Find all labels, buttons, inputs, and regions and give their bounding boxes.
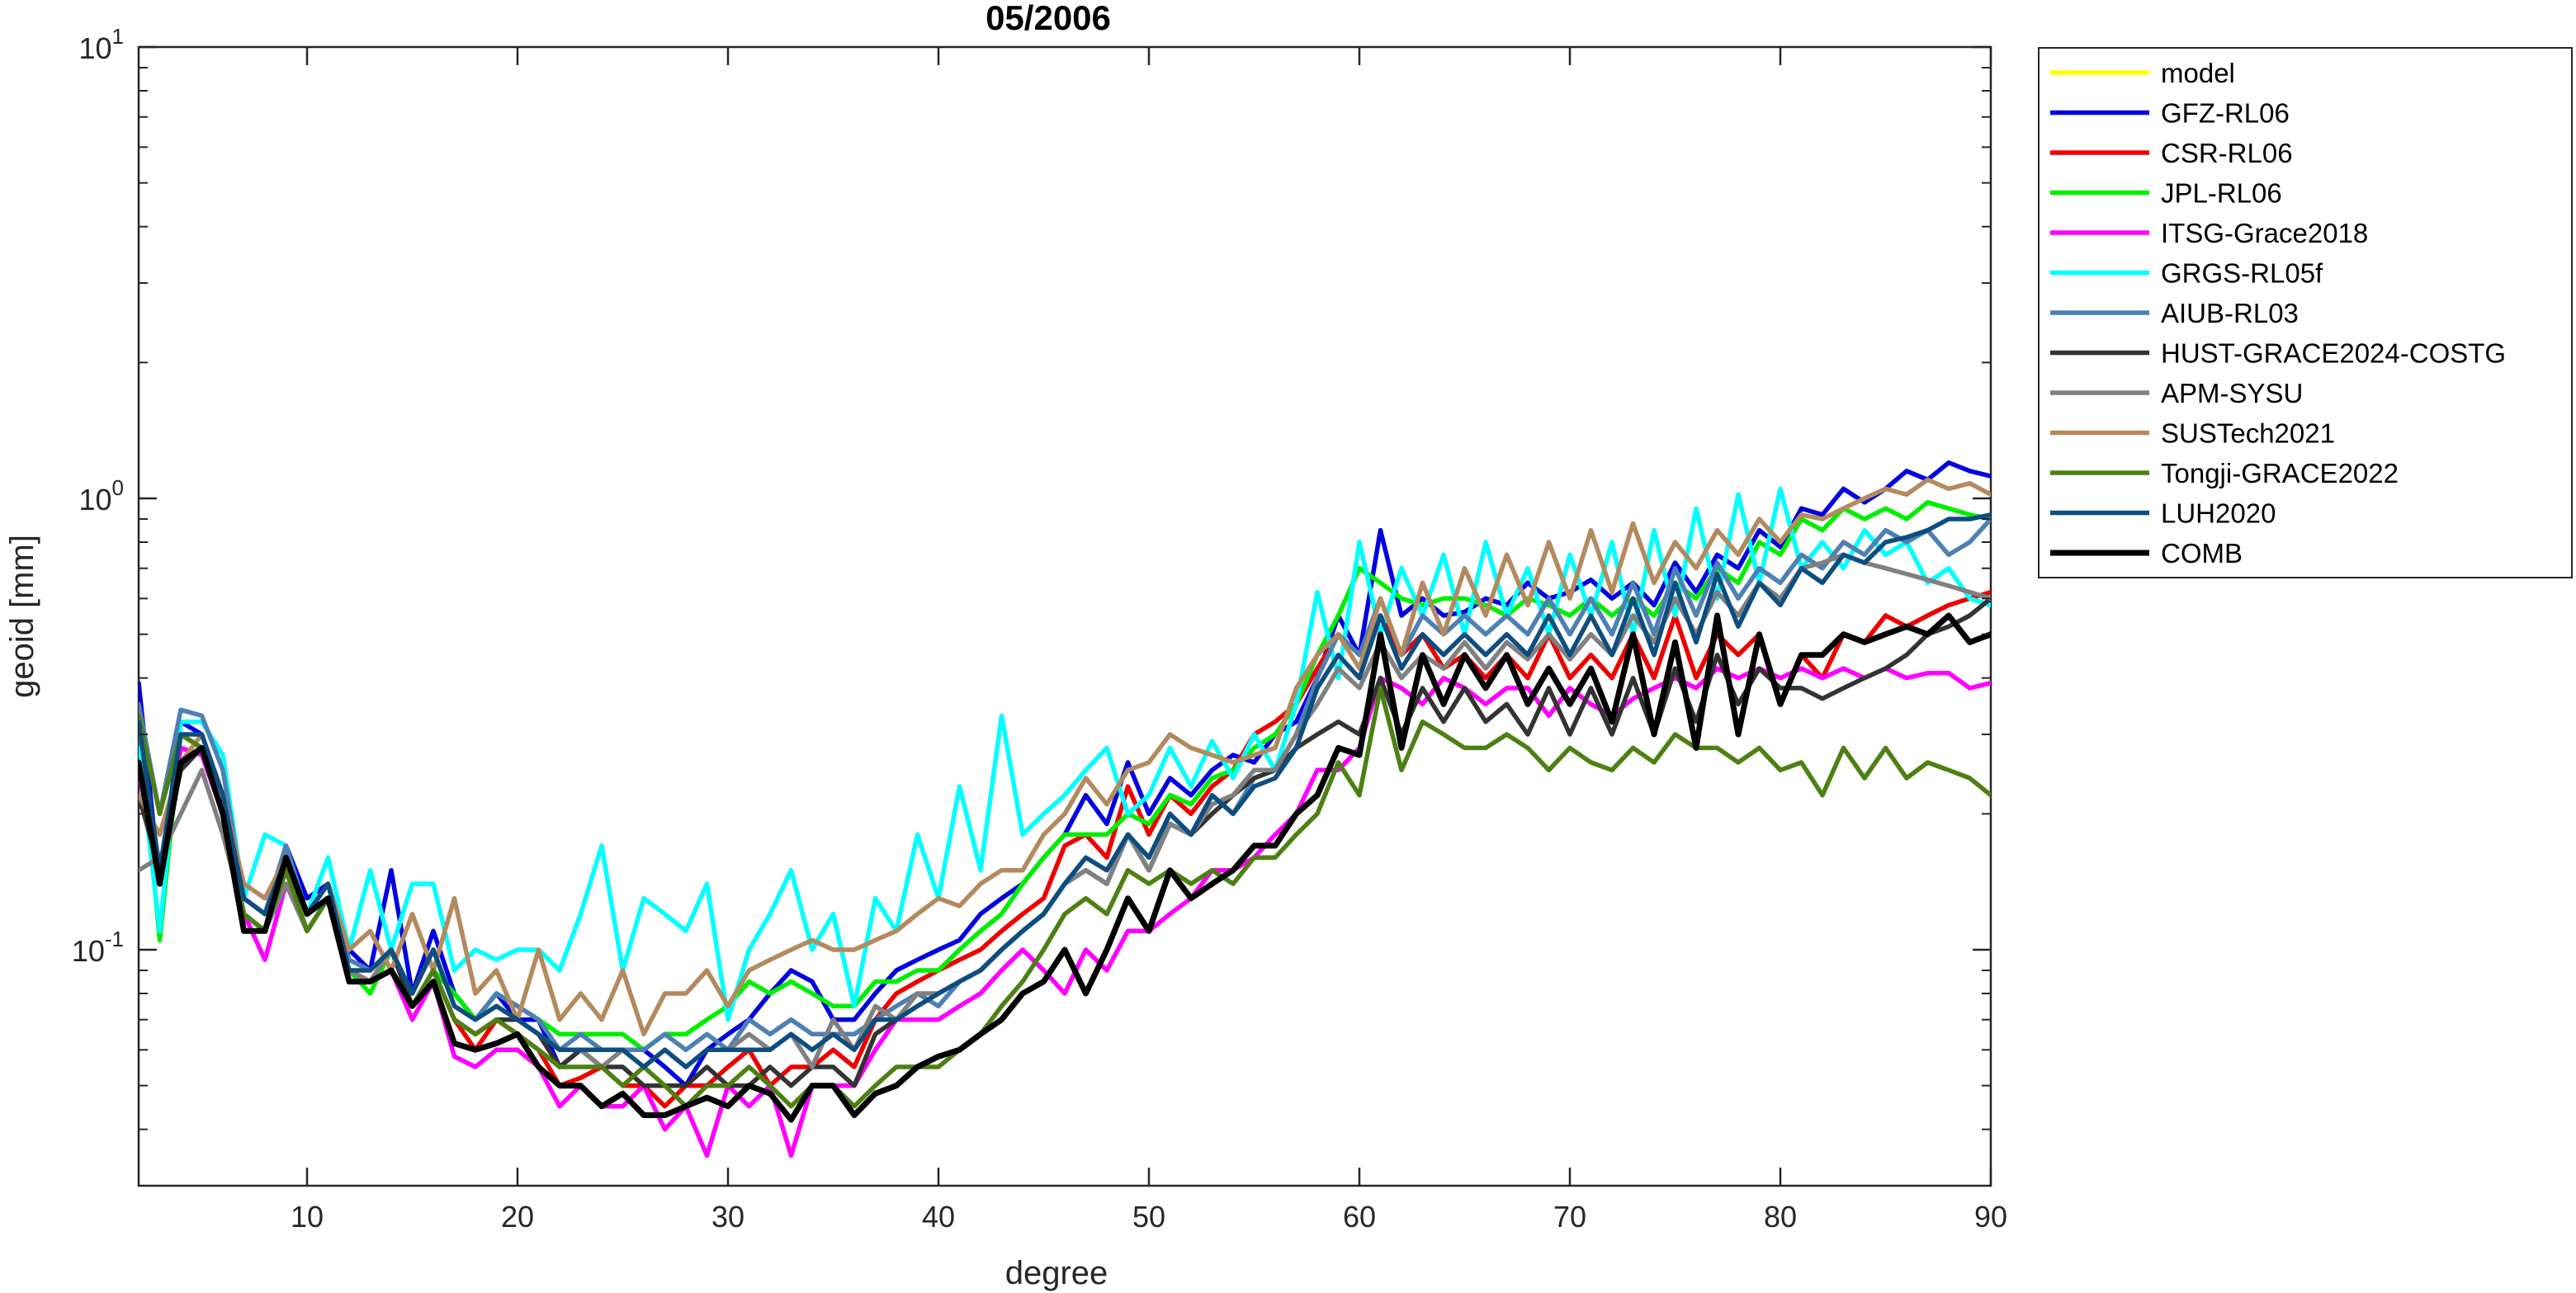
series-line-Tongji-GRACE2022 (139, 686, 1991, 1109)
x-tick-label: 10 (291, 1200, 324, 1234)
legend-items: model GFZ-RL06 CSR-RL06 JPL-RL06 ITSG-Grace2… (2050, 58, 2506, 569)
series-line-COMB (139, 612, 1991, 1123)
legend-label: JPL-RL06 (2161, 178, 2282, 209)
x-tick-label: 70 (1553, 1200, 1586, 1234)
legend-label: AIUB-RL03 (2161, 298, 2299, 328)
legend-label: CSR-RL06 (2161, 138, 2293, 168)
legend-label: APM-SYSU (2161, 378, 2303, 408)
x-tick-label: 30 (711, 1200, 744, 1234)
x-tick-label: 80 (1764, 1200, 1797, 1234)
legend-label: SUSTech2021 (2161, 418, 2335, 449)
x-tick-label: 50 (1132, 1200, 1165, 1234)
series-line-LUH2020 (139, 512, 1991, 1069)
legend-label: Tongji-GRACE2022 (2161, 458, 2399, 488)
x-axis-ticks: 10 20 30 40 50 60 70 80 90 (291, 47, 2007, 1234)
series-layer (139, 460, 1991, 1159)
x-tick-label: 90 (1974, 1200, 2007, 1234)
x-tick-label: 60 (1343, 1200, 1376, 1234)
chart-title: 05/2006 (985, 0, 1111, 37)
legend: model GFZ-RL06 CSR-RL06 JPL-RL06 ITSG-Grace2… (2038, 47, 2573, 578)
y-tick-label: 101 (78, 24, 124, 65)
y-axis-ticks: 10-1 100 101 (72, 24, 1991, 1130)
legend-label: COMB (2161, 538, 2243, 569)
legend-label: LUH2020 (2161, 498, 2276, 529)
plot-area (137, 45, 1992, 1187)
x-axis-label: degree (1005, 1255, 1108, 1291)
x-tick-label: 20 (501, 1200, 534, 1234)
legend-label: GRGS-RL05f (2161, 258, 2323, 289)
y-tick-label: 10-1 (72, 927, 124, 968)
legend-label: model (2161, 58, 2235, 88)
series-line-SUSTech2021 (139, 477, 1991, 1037)
x-tick-label: 40 (922, 1200, 955, 1234)
legend-label: ITSG-Grace2018 (2161, 218, 2368, 248)
y-axis-label: geoid [mm] (4, 535, 40, 698)
y-tick-label: 100 (78, 475, 124, 517)
legend-label: HUST-GRACE2024-COSTG (2161, 338, 2506, 369)
legend-label: GFZ-RL06 (2161, 98, 2290, 129)
